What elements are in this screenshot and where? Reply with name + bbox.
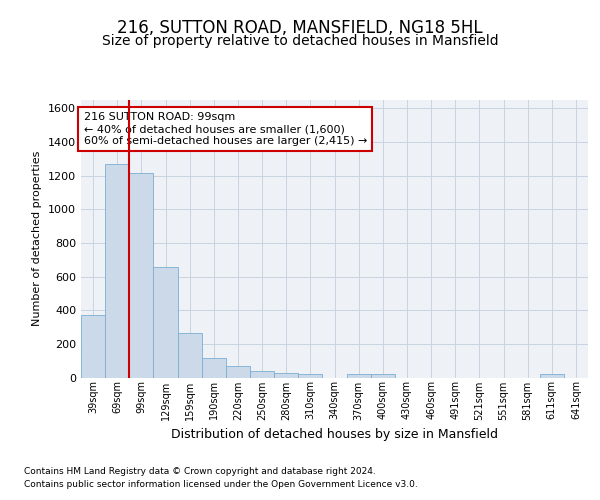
X-axis label: Distribution of detached houses by size in Mansfield: Distribution of detached houses by size …: [171, 428, 498, 441]
Bar: [274, 374, 298, 378]
Bar: [129, 173, 154, 378]
Bar: [298, 374, 322, 378]
Text: Size of property relative to detached houses in Mansfield: Size of property relative to detached ho…: [101, 34, 499, 48]
Bar: [250, 371, 274, 378]
Y-axis label: Number of detached properties: Number of detached properties: [32, 151, 43, 326]
Text: 216, SUTTON ROAD, MANSFIELD, NG18 5HL: 216, SUTTON ROAD, MANSFIELD, NG18 5HL: [117, 19, 483, 37]
Text: Contains HM Land Registry data © Crown copyright and database right 2024.: Contains HM Land Registry data © Crown c…: [24, 468, 376, 476]
Bar: [540, 374, 564, 378]
Bar: [178, 333, 202, 378]
Bar: [202, 358, 226, 378]
Bar: [347, 374, 371, 378]
Bar: [81, 316, 105, 378]
Bar: [154, 266, 178, 378]
Bar: [371, 374, 395, 378]
Text: 216 SUTTON ROAD: 99sqm
← 40% of detached houses are smaller (1,600)
60% of semi-: 216 SUTTON ROAD: 99sqm ← 40% of detached…: [83, 112, 367, 146]
Text: Contains public sector information licensed under the Open Government Licence v3: Contains public sector information licen…: [24, 480, 418, 489]
Bar: [226, 366, 250, 378]
Bar: [105, 164, 129, 378]
